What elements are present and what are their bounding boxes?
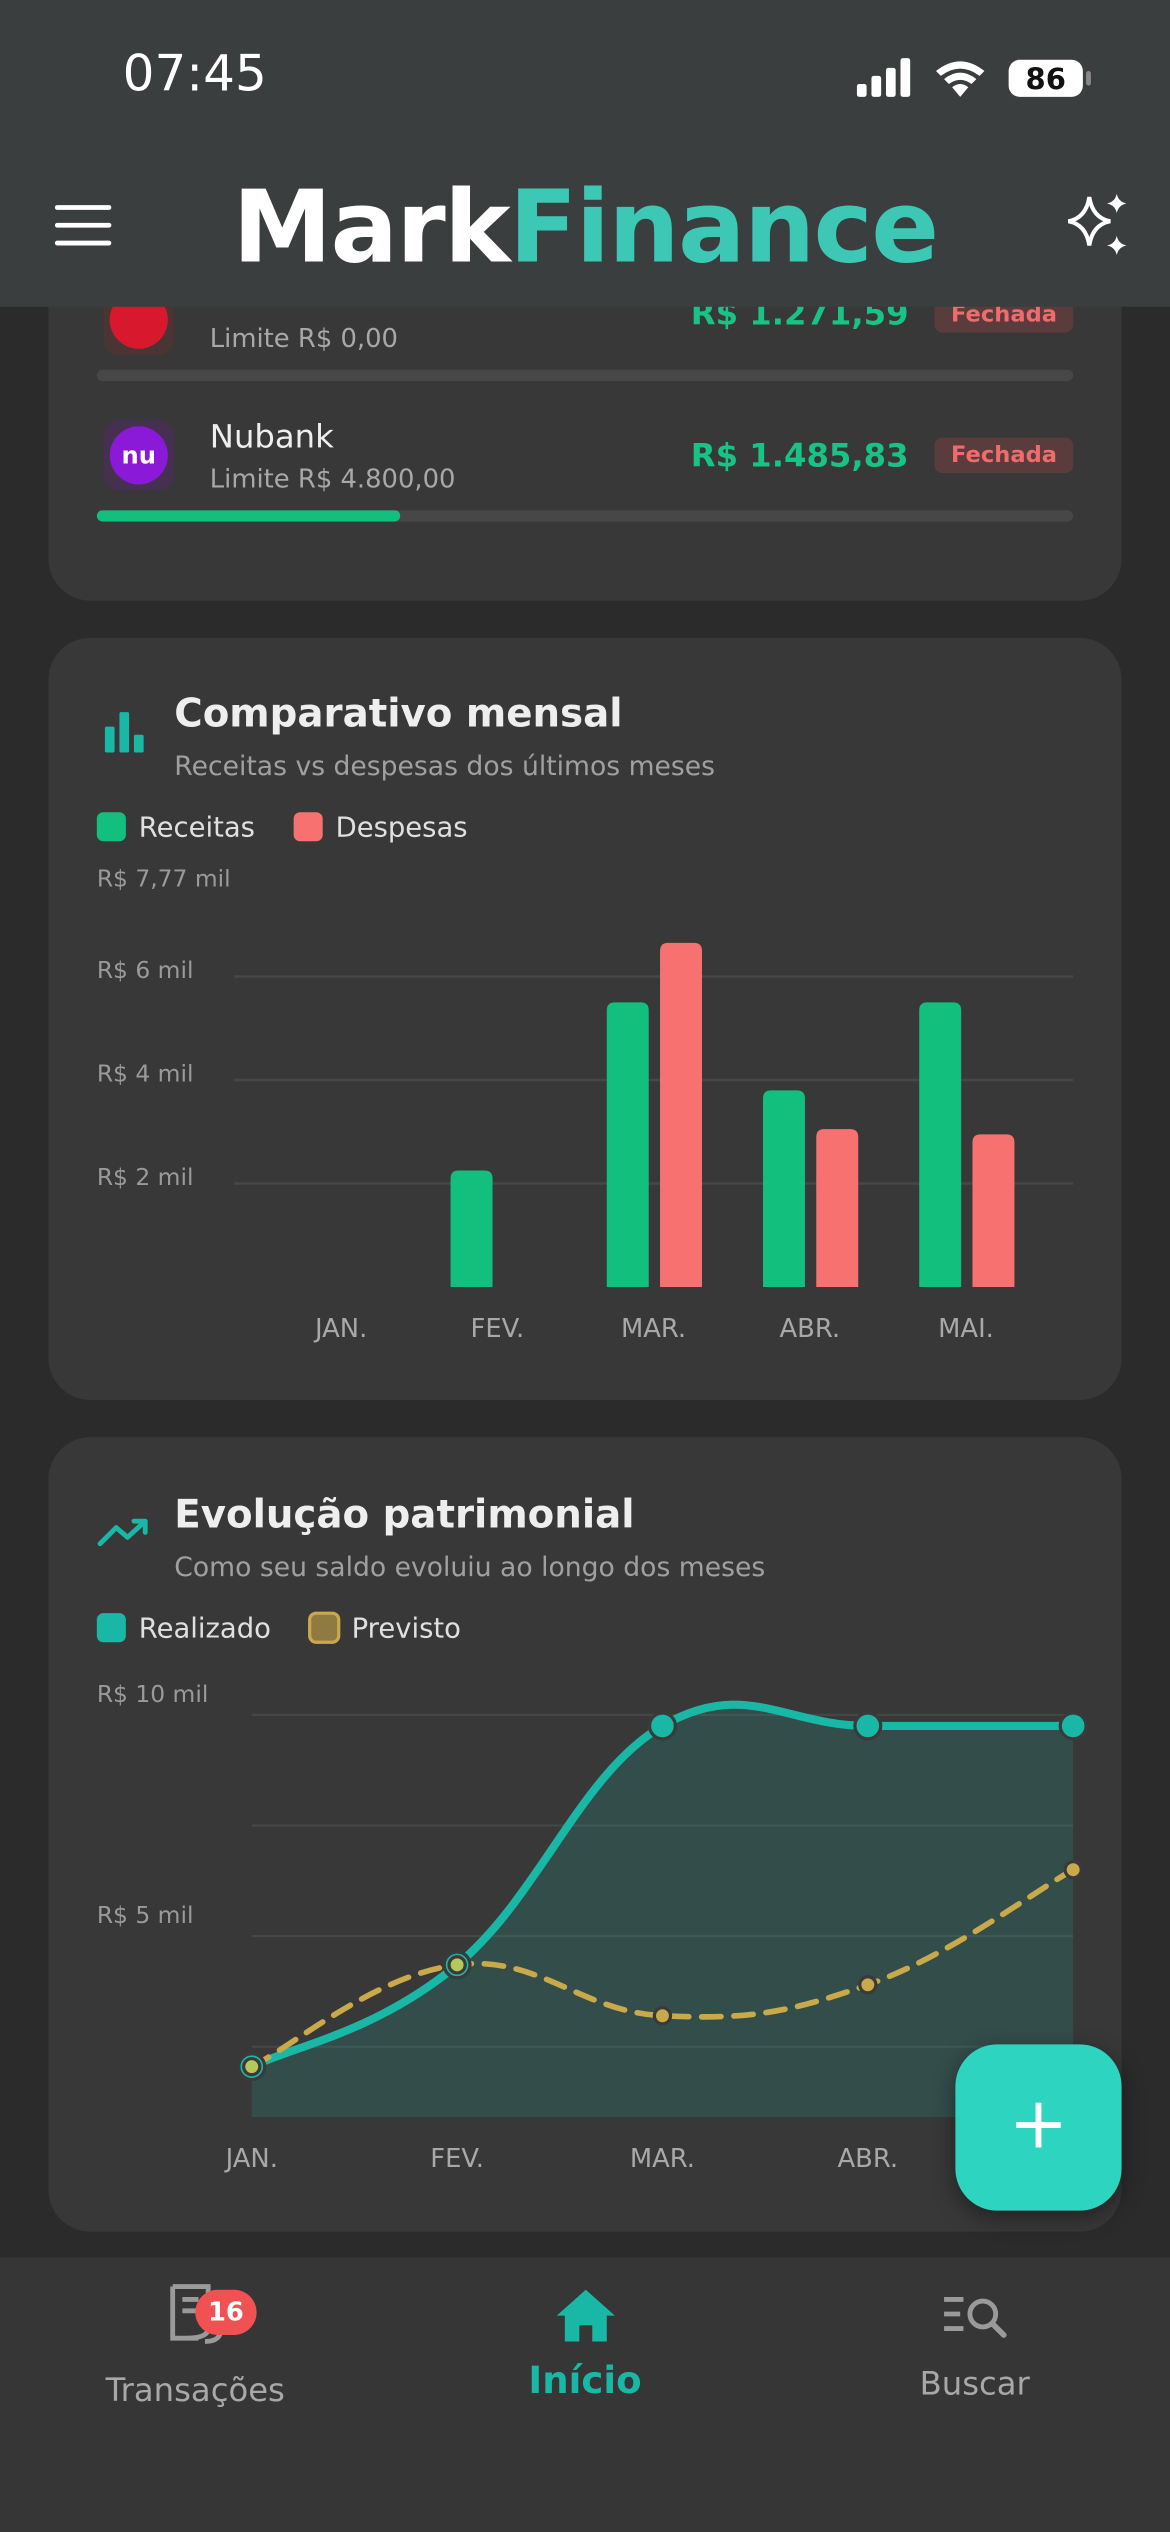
x-tick-label: JAN. [313,1314,367,1344]
account-limit: Limite R$ 0,00 [209,322,398,354]
y-tick-label: R$ 7,77 mil [97,865,231,893]
x-tick-label: ABR. [838,2144,899,2174]
nav-label: Início [528,2360,642,2403]
nav-icon [944,2297,1007,2338]
bar [972,1134,1015,1287]
x-tick-label: MAR. [621,1314,686,1344]
nav-label: Transações [105,2370,285,2410]
bar [450,1170,493,1287]
legend-label: Despesas [336,812,468,843]
nav-item[interactable]: Transações 16 [0,2280,391,2409]
y-tick-label: R$ 2 mil [97,1163,194,1191]
x-tick-label: MAI. [938,1314,994,1344]
chart-icon [97,1518,148,1547]
point [1063,1860,1083,1880]
legend-label: Realizado [139,1613,271,1644]
line-card: Evolução patrimonial Como seu saldo evolu… [48,1437,1122,2232]
logo-text: nu [109,426,168,485]
x-tick-label: JAN. [224,2144,278,2174]
status-time: 07:45 [122,45,267,104]
chart-icon [104,712,144,753]
brand: MarkFinance [0,168,1170,286]
point [647,1711,677,1741]
brand-part: Mark [232,167,510,286]
x-tick-label: MAR. [630,2144,695,2174]
line-chart: Evolução patrimonial Como seu saldo evolu… [96,1493,1101,2174]
legend-swatch [96,1613,126,1643]
bar-chart: Comparativo mensal Receitas vs despesas d… [96,692,1074,1344]
legend-swatch [308,1611,341,1644]
bar [816,1129,859,1287]
chart-title: Evolução patrimonial [174,1493,634,1538]
nav-label: Buscar [919,2364,1030,2403]
bar [606,1002,649,1287]
bar-card: Comparativo mensal Receitas vs despesas d… [48,637,1122,1401]
account-status: Fechada [934,437,1074,474]
nav-item[interactable]: Buscar [779,2287,1170,2403]
chart-title: Comparativo mensal [174,692,622,737]
account-logo: nu [103,419,175,491]
brand-part: Finance [509,167,939,286]
legend-label: Receitas [139,812,255,843]
menu-button[interactable] [54,203,113,248]
usage-track [96,510,1074,522]
point [1058,1711,1088,1741]
bar [763,1090,805,1287]
usage-track [96,369,1074,382]
y-tick-label: R$ 6 mil [97,956,194,984]
point [447,1955,467,1975]
bar [919,1002,962,1287]
status-icons: 86 [856,58,1091,97]
x-tick-label: FEV. [471,1314,525,1344]
add-button[interactable]: + [955,2044,1122,2211]
point [858,1975,878,1995]
legend-swatch [96,812,126,842]
x-tick-label: ABR. [780,1314,841,1344]
area [251,1704,1074,2118]
line [248,1866,1077,2070]
account-amount: R$ 1.485,83 [690,435,909,475]
account-name: Nubank [209,416,334,456]
point [652,2006,673,2026]
account-limit: Limite R$ 4.800,00 [209,463,456,495]
battery-level: 86 [1026,62,1066,96]
bottom-nav: Transações 16 Início Buscar [0,2257,1170,2532]
point [853,1711,883,1741]
y-tick-label: R$ 4 mil [97,1060,194,1088]
nav-icon [555,2289,615,2342]
legend-swatch [293,812,323,842]
y-tick-label: R$ 5 mil [97,1901,194,1929]
nav-icon [170,2284,224,2344]
header: 07:45 86 MarkFinance [0,0,1170,307]
chart-subtitle: Como seu saldo evoluiu ao longo dos mese… [174,1552,765,1583]
legend-label: Previsto [352,1613,461,1644]
x-tick-label: FEV. [430,2144,484,2174]
y-tick-label: R$ 10 mil [97,1680,209,1708]
chart-subtitle: Receitas vs despesas dos últimos meses [174,751,715,782]
nav-badge: 16 [195,2289,257,2336]
line [247,1700,1078,2071]
point [242,2056,262,2077]
nav-item[interactable]: Início [391,2287,780,2403]
usage-bar [96,510,400,522]
bar [660,942,703,1287]
ai-button[interactable] [1062,191,1133,262]
